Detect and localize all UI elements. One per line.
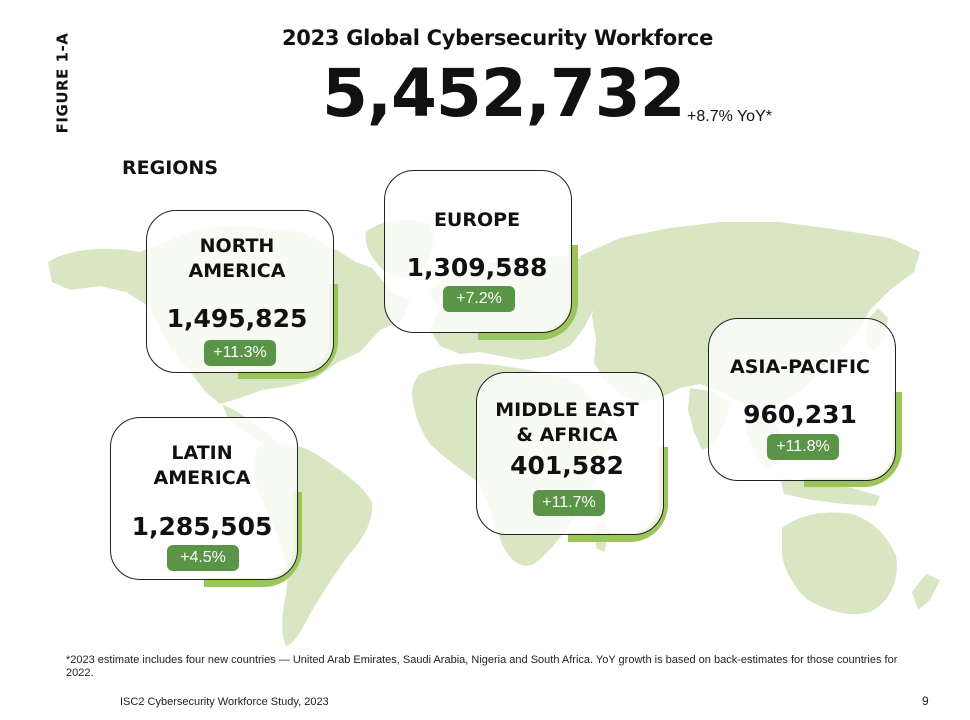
map-new-zealand [912,574,940,610]
europe-accent [478,245,578,340]
map-asia [580,222,920,410]
footnote: *2023 estimate includes four new countri… [66,654,898,679]
latin-america-name-line2: AMERICA [153,467,251,489]
map-australia [782,512,897,615]
europe-yoy-badge: +7.2% [443,286,515,312]
page-number: 9 [922,694,929,708]
asia-pacific-accent [804,392,902,487]
source-citation: ISC2 Cybersecurity Workforce Study, 2023 [120,696,329,708]
asia-pacific-name: ASIA-PACIFIC [730,356,870,378]
latin-america-name: LATIN AMERICA [92,441,312,491]
europe-value: 1,309,588 [406,253,548,282]
north-america-name-line1: NORTH [199,235,275,257]
middle-east-africa-name: MIDDLE EAST & AFRICA [457,398,677,448]
latin-america-name-line1: LATIN [171,442,233,464]
middle-east-africa-name-line1: MIDDLE EAST [495,399,639,421]
total-yoy-change: +8.7% YoY* [687,108,772,125]
asia-pacific-yoy-badge: +11.8% [767,434,839,460]
middle-east-africa-yoy-badge: +11.7% [533,490,605,516]
north-america-yoy-badge: +11.3% [204,340,276,366]
chart-title: 2023 Global Cybersecurity Workforce [281,26,714,50]
asia-pacific-value: 960,231 [743,400,857,429]
europe-name: EUROPE [433,209,521,231]
north-america-value: 1,495,825 [166,304,308,333]
regions-heading: REGIONS [122,157,219,179]
latin-america-yoy-badge: +4.5% [167,545,239,571]
north-america-name: NORTH AMERICA [127,234,347,284]
middle-east-africa-value: 401,582 [510,451,624,480]
middle-east-africa-name-line2: & AFRICA [516,424,618,446]
north-america-name-line2: AMERICA [188,260,286,282]
latin-america-value: 1,285,505 [131,512,273,541]
total-workforce-value: 5,452,732 [322,55,686,132]
